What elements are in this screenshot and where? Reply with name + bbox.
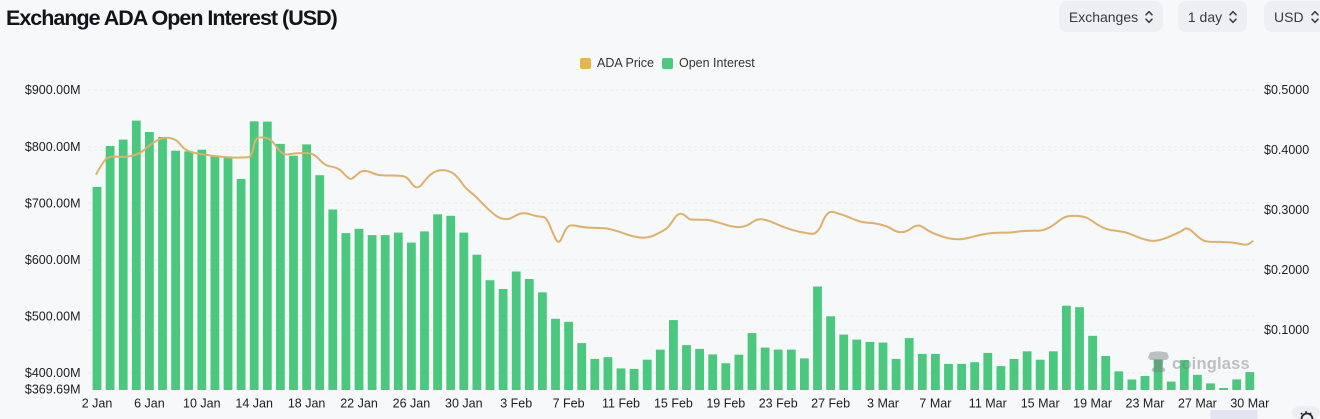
svg-text:18 Jan: 18 Jan <box>288 397 326 411</box>
svg-text:23 Feb: 23 Feb <box>759 397 798 411</box>
svg-text:7 Mar: 7 Mar <box>919 397 951 411</box>
svg-text:19 Mar: 19 Mar <box>1073 397 1112 411</box>
svg-text:$500.00M: $500.00M <box>25 310 81 324</box>
svg-text:$0.1000: $0.1000 <box>1264 323 1309 337</box>
svg-text:11 Mar: 11 Mar <box>969 397 1007 411</box>
svg-text:26 Jan: 26 Jan <box>393 397 431 411</box>
svg-text:coinglass: coinglass <box>1172 355 1250 373</box>
svg-text:11 Feb: 11 Feb <box>602 397 640 411</box>
svg-text:3 Feb: 3 Feb <box>500 397 532 411</box>
svg-text:15 Mar: 15 Mar <box>1021 397 1060 411</box>
svg-text:$369.69M: $369.69M <box>25 383 81 397</box>
svg-text:$600.00M: $600.00M <box>25 253 81 267</box>
svg-text:$400.00M: $400.00M <box>25 366 81 380</box>
svg-text:10 Jan: 10 Jan <box>183 397 221 411</box>
svg-text:2 Jan: 2 Jan <box>82 397 113 411</box>
svg-text:$0.5000: $0.5000 <box>1264 83 1309 97</box>
svg-text:$0.3000: $0.3000 <box>1264 203 1309 217</box>
svg-text:27 Mar: 27 Mar <box>1178 397 1217 411</box>
svg-text:19 Feb: 19 Feb <box>706 397 745 411</box>
svg-text:27 Feb: 27 Feb <box>811 397 850 411</box>
svg-text:30 Jan: 30 Jan <box>445 397 483 411</box>
svg-text:14 Jan: 14 Jan <box>235 397 273 411</box>
svg-text:6 Jan: 6 Jan <box>134 397 165 411</box>
svg-text:22 Jan: 22 Jan <box>340 397 378 411</box>
svg-text:23 Mar: 23 Mar <box>1126 397 1165 411</box>
svg-text:$800.00M: $800.00M <box>25 140 81 154</box>
svg-text:30 Mar: 30 Mar <box>1230 397 1269 411</box>
svg-text:7 Feb: 7 Feb <box>553 397 585 411</box>
svg-text:$900.00M: $900.00M <box>25 83 81 97</box>
svg-text:3 Mar: 3 Mar <box>867 397 899 411</box>
svg-text:$700.00M: $700.00M <box>25 196 81 210</box>
svg-text:15 Feb: 15 Feb <box>654 397 693 411</box>
svg-text:$0.2000: $0.2000 <box>1264 263 1309 277</box>
svg-text:$0.4000: $0.4000 <box>1264 143 1309 157</box>
